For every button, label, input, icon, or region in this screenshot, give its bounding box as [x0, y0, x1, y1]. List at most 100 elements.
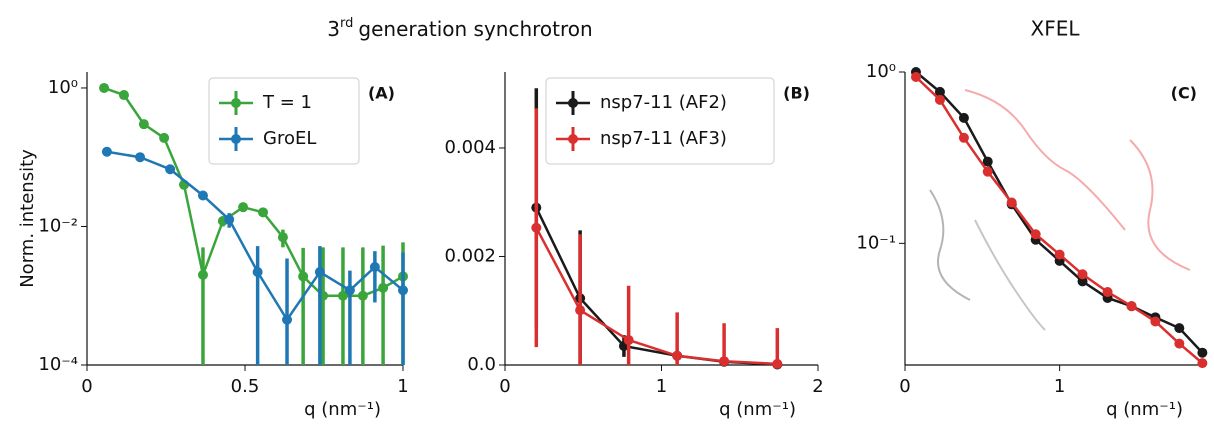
data-point — [1077, 269, 1088, 280]
y-axis-label: Norm. intensity — [17, 149, 38, 288]
x-tick-label: 0.5 — [231, 376, 260, 397]
y-tick-label: 10⁰ — [48, 77, 78, 98]
data-point — [1197, 358, 1208, 369]
header-left: 3rd generation synchrotron — [327, 16, 592, 41]
legend-label: nsp7-11 (AF3) — [600, 128, 727, 149]
y-tick-label: 10⁰ — [866, 61, 896, 82]
legend-marker — [231, 134, 241, 144]
series-line — [103, 86, 404, 297]
x-axis-label: q (nm⁻¹) — [719, 399, 796, 420]
series-line — [535, 227, 778, 366]
data-point — [982, 156, 993, 167]
data-point — [1030, 229, 1041, 240]
data-point — [118, 90, 129, 101]
x-tick-label: 0 — [899, 376, 910, 397]
data-point — [258, 207, 269, 218]
y-tick-label: 10⁻⁴ — [38, 354, 78, 375]
data-point — [719, 356, 730, 367]
plot-area — [99, 82, 408, 365]
data-point — [165, 164, 176, 175]
y-tick-label: 0.004 — [444, 137, 496, 158]
legend-marker — [568, 134, 578, 144]
data-point — [197, 269, 208, 280]
legend-marker — [231, 98, 241, 108]
data-point — [623, 335, 634, 346]
data-point — [224, 214, 235, 225]
panel-label: (C) — [1171, 84, 1197, 103]
legend-box — [208, 77, 360, 165]
data-point — [314, 267, 325, 278]
data-point — [772, 358, 783, 369]
data-point — [531, 222, 542, 233]
data-point — [982, 166, 993, 177]
data-point — [934, 94, 945, 105]
data-point — [238, 202, 249, 213]
y-tick-label: 0.002 — [444, 245, 496, 266]
plot-area — [910, 67, 1208, 369]
data-point — [910, 72, 921, 83]
legend-marker — [568, 98, 578, 108]
y-tick-label: 10⁻¹ — [856, 232, 896, 253]
plot-area — [531, 88, 783, 370]
header-number: 3 — [327, 17, 340, 41]
data-point — [575, 305, 586, 316]
x-tick-label: 1 — [397, 376, 408, 397]
data-point — [138, 119, 149, 130]
header-right: XFEL — [1031, 17, 1081, 41]
data-point — [277, 232, 288, 243]
x-tick-label: 0 — [81, 376, 92, 397]
decor — [1129, 139, 1191, 271]
series-line — [535, 207, 778, 366]
data-point — [1102, 287, 1113, 298]
data-point — [135, 152, 146, 163]
x-tick-label: 0 — [499, 376, 510, 397]
decor — [929, 189, 971, 301]
x-tick-label: 2 — [812, 376, 823, 397]
data-point — [337, 290, 348, 301]
data-point — [398, 285, 408, 296]
decor — [974, 219, 1046, 331]
data-point — [1006, 197, 1017, 208]
data-point — [197, 190, 208, 201]
data-point — [344, 285, 355, 296]
data-point — [282, 314, 293, 325]
x-axis-label: q (nm⁻¹) — [1106, 399, 1183, 420]
data-point — [101, 146, 112, 157]
data-point — [672, 350, 683, 361]
data-point — [958, 112, 969, 123]
panel-label: (B) — [783, 84, 810, 103]
data-point — [357, 290, 368, 301]
legend-label: GroEL — [263, 128, 316, 149]
x-axis-label: q (nm⁻¹) — [304, 399, 381, 420]
series-line — [915, 71, 1204, 354]
x-tick-label: 1 — [1054, 376, 1065, 397]
data-point — [378, 282, 389, 293]
data-point — [958, 132, 969, 143]
x-tick-label: 1 — [656, 376, 667, 397]
data-point — [1054, 249, 1065, 260]
y-tick-label: 10⁻² — [38, 215, 78, 236]
legend-box — [545, 77, 775, 165]
header-text: generation synchrotron — [358, 17, 592, 41]
legend-label: T = 1 — [262, 92, 312, 113]
panel-label: (A) — [368, 84, 395, 103]
data-point — [252, 267, 263, 278]
data-point — [369, 261, 380, 272]
legend-label: nsp7-11 (AF2) — [600, 92, 727, 113]
data-point — [1150, 316, 1161, 327]
data-point — [159, 132, 170, 143]
decor — [964, 89, 1126, 231]
data-point — [1174, 323, 1185, 334]
y-tick-label: 0.0 — [467, 354, 496, 375]
data-point — [1077, 276, 1088, 287]
header-superscript: rd — [340, 16, 353, 31]
data-point — [1126, 301, 1137, 312]
data-point — [1197, 347, 1208, 358]
data-point — [298, 271, 309, 282]
protein-decoration — [929, 89, 1191, 331]
data-point — [1174, 338, 1185, 349]
data-point — [934, 86, 945, 97]
data-point — [99, 82, 110, 93]
